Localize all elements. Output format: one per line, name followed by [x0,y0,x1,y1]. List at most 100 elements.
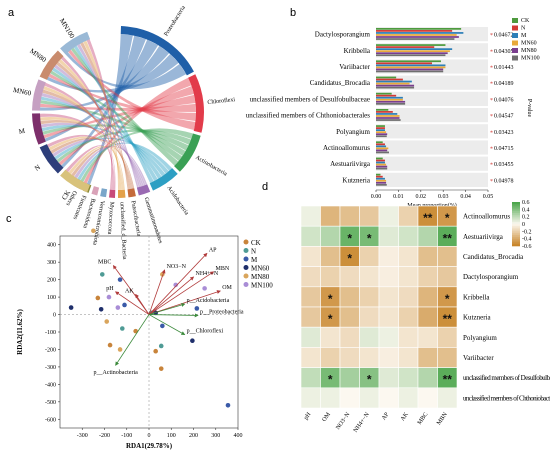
chord-ribbon [43,94,196,139]
bar-m [376,129,385,131]
pvalue-label: 0.04547 [494,114,514,120]
heatmap-cell [359,266,380,288]
bar-mn100 [376,54,446,57]
rda-env-label: AP [209,247,217,253]
rda-y-tick-label: -600 [45,417,56,423]
bar-x-axis-title: Mean proportion(%) [407,202,457,209]
heatmap-cell [378,306,399,328]
bar-category-label: Aestuariivirga [330,160,371,168]
rda-env-arrow [148,269,166,315]
heatmap-cell [398,246,419,267]
heatmap-significance: ** [443,231,453,245]
colorbar-step [512,235,520,238]
heatmap-cell [359,286,380,308]
chord-label-proteobacteria: Proteobacteria [163,5,187,38]
chord-label-mn100: MN100 [58,17,77,40]
heatmap-cell [398,306,419,328]
chord-segment-myxococcota [109,189,116,198]
pvalue-star: * [490,33,493,39]
bar-m [376,177,385,180]
rda-y-tick-label: -500 [45,400,56,406]
bar-n [376,159,385,162]
chord-label-n: N [33,163,42,172]
colorbar-step [512,207,520,210]
rda-legend-dot-ck [243,239,249,245]
heatmap-cell [339,387,360,409]
bar-n [376,175,383,178]
chord-ribbon [58,86,194,166]
heatmap-row-label: unclassified members of Chthoniobacteral… [463,394,550,402]
bar-mn100 [376,86,415,89]
chord-ribbon [77,142,173,181]
rda-y-tick-label: -200 [45,347,56,353]
pvalue-label: 0.04715 [494,146,514,152]
heatmap-cell [378,367,399,389]
bar-mn60 [376,147,389,150]
colorbar-step [512,244,520,247]
bar-x-tick-label: 0.04 [460,194,471,200]
heatmap-row-label: Aestuariivirga [463,233,504,241]
heatmap-cell [300,326,321,348]
chord-segment-mn80 [39,50,64,80]
heatmap-row-label: Polyangium [463,334,497,342]
pvalue-label: 0.04978 [494,178,514,184]
bar-mn100 [376,151,389,154]
heatmap-cell [359,246,380,267]
rda-point-n [158,343,164,349]
heatmap-cell [398,387,419,409]
rda-x-tick-label: -200 [99,433,110,439]
rda-y-tick-label: 100 [47,295,56,301]
heatmap-cell [437,387,458,409]
bar-ck [376,76,397,79]
heatmap-col-label: NO3−N [335,411,351,431]
rda-point-mn100 [106,294,112,300]
bar-n [376,94,397,97]
rda-x-tick-label: 0 [148,433,151,439]
chord-segment-n [39,144,64,174]
rda-y-tick-label: 0 [53,313,56,319]
chord-segment-ck [60,169,91,193]
legend-swatch-ck [512,18,518,23]
legend-swatch-mn80 [512,48,518,53]
chord-ribbon [80,128,193,182]
rda-point-n [120,326,125,331]
colorbar-step [512,202,520,205]
chord-label-gemmatimonadetes: Gemmatimonadetes [143,197,164,245]
heatmap-significance: ** [443,312,453,326]
heatmap-cell [378,225,399,247]
heatmap-cell [320,246,341,267]
heatmap-significance: * [328,312,333,326]
heatmap-cell [437,326,458,348]
bar-mn80 [376,36,459,38]
chord-segment-mn60 [32,79,46,111]
colorbar-step [512,229,520,232]
chord-diagram: ProteobacteriaChloroflexiActinobacteriaA… [12,5,235,260]
colorbar-step [512,220,520,223]
heatmap-cell [300,246,321,267]
rda-env-label: pH [106,286,114,292]
heatmap-cell [339,367,360,389]
heatmap-row-label: Dactylosporangium [463,273,519,281]
heatmap-cell [339,347,360,368]
rda-x-axis-title: RDA1(29.78%) [126,442,173,450]
panel-label-c: c [6,213,12,225]
rda-legend-dot-n [243,248,249,253]
rda-species-label: p__Actinobacteria [93,370,138,376]
heatmap-cell [417,306,438,328]
chord-label-actinobacteria: Actinobacteria [194,155,228,178]
rda-point-m [122,302,127,308]
chord-ribbon [40,117,123,190]
rda-env-arrow [112,265,150,315]
heatmap-row-label: Kribbella [463,293,490,301]
rda-y-tick-label: 400 [47,243,56,249]
bar-ck [376,125,385,127]
colorbar-step [512,242,520,245]
chord-segment-bacteroidota [91,186,100,196]
rda-env-arrow [148,290,221,315]
heatmap-col-label: NH4+−N [353,411,371,434]
rda-x-tick-label: 400 [234,433,243,439]
chord-label-m: M [18,127,26,136]
legend-label-mn80: MN80 [521,48,537,54]
rda-x-tick-label: 200 [189,433,198,439]
heatmap-panel: ** * Actinoallomurus* * ** Aestuariivirga* Can… [300,200,550,434]
